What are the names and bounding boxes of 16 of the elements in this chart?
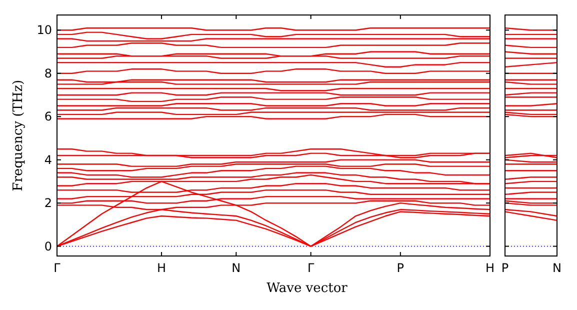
x-tick-label: N bbox=[552, 261, 562, 275]
x-tick-label: H bbox=[485, 261, 495, 275]
x-tick-label: N bbox=[232, 261, 241, 275]
y-tick-label: 2 bbox=[44, 196, 52, 210]
x-tick-label: P bbox=[396, 261, 404, 275]
y-axis-title: Frequency (THz) bbox=[11, 80, 26, 192]
y-tick-label: 0 bbox=[44, 239, 52, 254]
y-tick-label: 4 bbox=[44, 152, 52, 167]
x-tick-label: Γ bbox=[54, 261, 61, 275]
y-tick-label: 6 bbox=[44, 110, 52, 124]
y-tick-label: 10 bbox=[36, 23, 52, 38]
x-tick-label: P bbox=[501, 261, 509, 275]
x-tick-label: H bbox=[157, 261, 166, 275]
y-tick-label: 8 bbox=[44, 66, 52, 80]
x-axis-title: Wave vector bbox=[266, 281, 348, 296]
x-tick-label: Γ bbox=[307, 261, 314, 275]
